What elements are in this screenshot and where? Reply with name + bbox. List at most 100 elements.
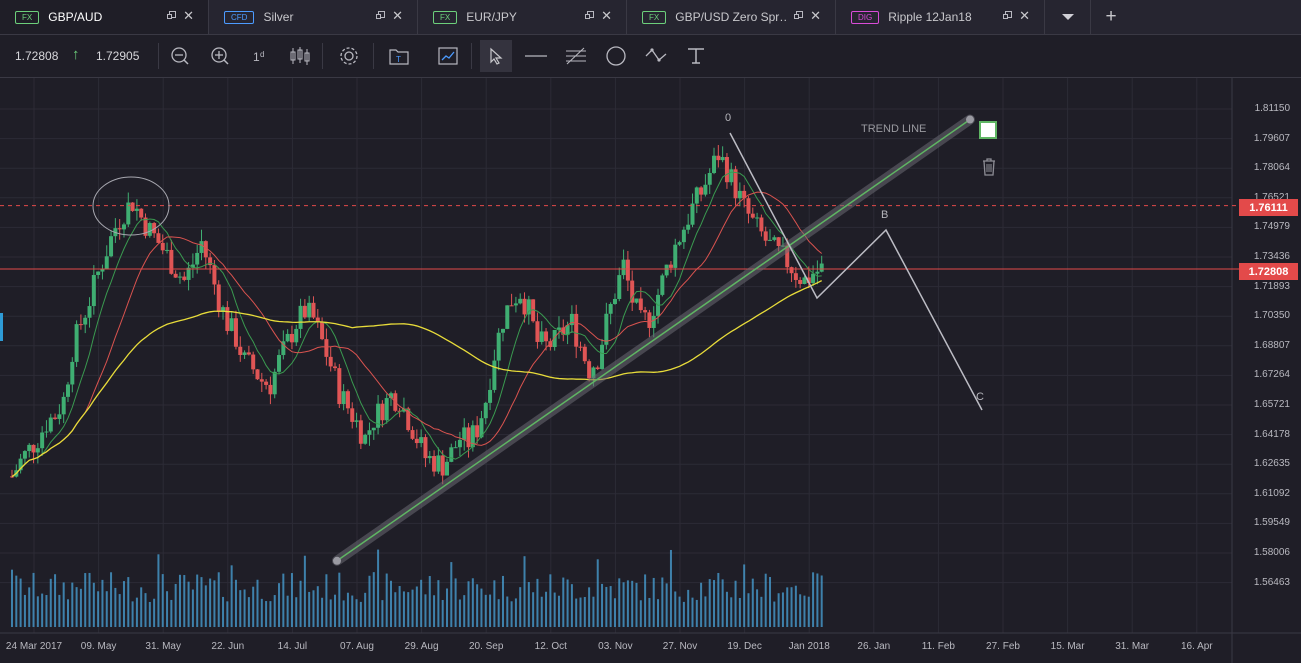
candle-body bbox=[466, 427, 471, 448]
close-icon[interactable]: ✕ bbox=[601, 8, 612, 23]
volume-bar bbox=[532, 592, 535, 627]
volume-bar bbox=[226, 601, 229, 627]
candle-body bbox=[509, 305, 514, 307]
volume-bar bbox=[506, 596, 509, 627]
candle-body bbox=[345, 391, 350, 409]
candle-body bbox=[414, 438, 419, 444]
candle-body bbox=[53, 417, 58, 419]
alert-price-tag[interactable]: 1.76111 bbox=[1239, 199, 1298, 216]
volume-bar bbox=[635, 582, 638, 627]
candlestick-type-icon[interactable] bbox=[284, 40, 316, 72]
close-icon[interactable]: ✕ bbox=[1019, 8, 1030, 23]
candle-body bbox=[638, 298, 643, 311]
volume-bar bbox=[265, 601, 268, 627]
horizontal-line-icon[interactable] bbox=[520, 40, 552, 72]
time-tick-label: Jan 2018 bbox=[788, 641, 830, 652]
volume-bar bbox=[428, 576, 431, 627]
volume-bar bbox=[295, 597, 298, 627]
candle-body bbox=[307, 302, 312, 318]
volume-bar bbox=[717, 572, 720, 627]
candle-body bbox=[315, 317, 320, 322]
popout-icon[interactable] bbox=[794, 11, 803, 19]
price-chart[interactable]: 1.81150 1.79607 1.78064 1.76521 1.74979 1.734… bbox=[0, 78, 1301, 663]
zoom-out-icon[interactable] bbox=[164, 40, 196, 72]
candle-body bbox=[673, 244, 678, 268]
tab-1[interactable]: CFD Silver ✕ bbox=[209, 0, 418, 34]
volume-bar bbox=[489, 594, 492, 627]
volume-bar bbox=[402, 591, 405, 627]
text-icon[interactable] bbox=[680, 40, 712, 72]
volume-bar bbox=[527, 582, 530, 627]
svg-text:T: T bbox=[396, 55, 401, 64]
candle-body bbox=[104, 256, 109, 270]
circle-icon[interactable] bbox=[600, 40, 632, 72]
candle-body bbox=[117, 228, 122, 230]
candle-body bbox=[578, 346, 583, 348]
candle-body bbox=[40, 432, 45, 449]
volume-bar bbox=[549, 574, 552, 627]
close-icon[interactable]: ✕ bbox=[810, 8, 821, 23]
template-icon[interactable]: T bbox=[383, 40, 415, 72]
close-icon[interactable]: ✕ bbox=[183, 8, 194, 23]
time-tick-label: 09. May bbox=[80, 641, 117, 652]
volume-bar bbox=[570, 584, 573, 627]
volume-bar bbox=[420, 579, 423, 627]
popout-icon[interactable] bbox=[1003, 11, 1012, 19]
popout-icon[interactable] bbox=[167, 11, 176, 19]
candle-body bbox=[699, 187, 704, 195]
volume-bar bbox=[19, 578, 22, 627]
volume-bar bbox=[769, 577, 772, 627]
popout-icon[interactable] bbox=[376, 11, 385, 19]
candle-body bbox=[475, 425, 480, 438]
volume-bar bbox=[553, 592, 556, 627]
trash-icon[interactable] bbox=[980, 156, 998, 176]
candle-body bbox=[190, 264, 195, 268]
tab-2[interactable]: FX EUR/JPY ✕ bbox=[418, 0, 627, 34]
tab-3[interactable]: FX GBP/USD Zero Spr… ✕ bbox=[627, 0, 836, 34]
candle-body bbox=[65, 384, 70, 397]
volume-bar bbox=[200, 577, 203, 627]
fibonacci-icon[interactable] bbox=[560, 40, 592, 72]
volume-bar bbox=[622, 582, 625, 627]
price-tick-label: 1.71893 bbox=[1253, 280, 1290, 292]
volume-bar bbox=[652, 577, 655, 627]
indicators-icon[interactable] bbox=[432, 40, 464, 72]
candle-body bbox=[544, 331, 549, 342]
candle-body bbox=[320, 321, 325, 340]
candle-body bbox=[462, 427, 467, 440]
candle-body bbox=[733, 169, 738, 199]
candle-body bbox=[561, 327, 566, 335]
settings-icon[interactable] bbox=[333, 40, 365, 72]
chart-canvas[interactable] bbox=[0, 78, 1301, 663]
tab-4[interactable]: DIG Ripple 12Jan18 ✕ bbox=[836, 0, 1045, 34]
volume-bar bbox=[15, 575, 18, 627]
tab-list-dropdown[interactable] bbox=[1045, 0, 1091, 34]
volume-bar bbox=[110, 572, 113, 627]
price-tick-label: 1.73436 bbox=[1253, 251, 1290, 262]
chevron-down-icon bbox=[1061, 14, 1074, 20]
volume-bar bbox=[588, 587, 591, 627]
zoom-in-icon[interactable] bbox=[204, 40, 236, 72]
time-tick-label: 03. Nov bbox=[598, 641, 633, 652]
volume-bar bbox=[377, 549, 380, 627]
candle-body bbox=[208, 257, 213, 266]
volume-bar bbox=[174, 583, 177, 627]
cursor-icon[interactable] bbox=[480, 40, 512, 72]
scroll-marker[interactable] bbox=[0, 313, 3, 341]
tab-bar: FX GBP/AUD ✕ CFD Silver ✕ FX EUR/JPY ✕ FX GBP/USD … bbox=[0, 0, 1301, 35]
candle-body bbox=[233, 318, 238, 347]
candle-body bbox=[742, 190, 747, 199]
candle-body bbox=[121, 224, 126, 230]
close-icon[interactable]: ✕ bbox=[392, 8, 403, 23]
candle-body bbox=[789, 267, 794, 274]
trend-line-color-swatch[interactable] bbox=[979, 121, 997, 139]
add-tab-button[interactable]: + bbox=[1105, 6, 1117, 27]
tab-0[interactable]: FX GBP/AUD ✕ bbox=[0, 0, 209, 34]
wave-icon[interactable] bbox=[640, 40, 672, 72]
volume-bar bbox=[338, 572, 341, 627]
popout-icon[interactable] bbox=[585, 11, 594, 19]
price-tick-label: 1.79607 bbox=[1253, 132, 1290, 144]
volume-bar bbox=[303, 555, 306, 627]
